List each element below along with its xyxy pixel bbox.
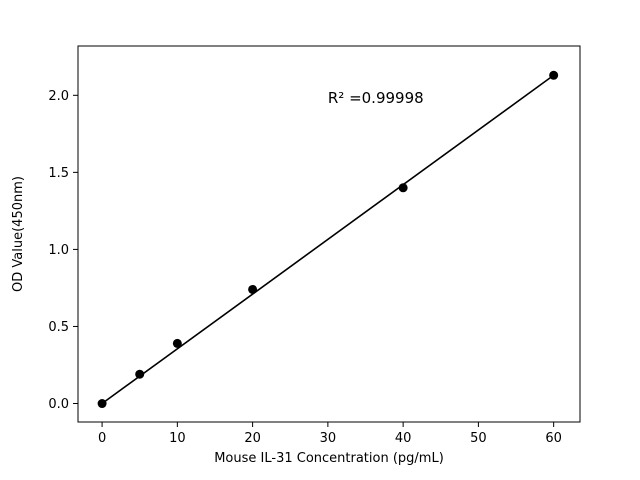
y-tick-label: 1.5 [48,166,69,181]
x-tick-label: 0 [98,431,106,446]
y-axis-ticks: 0.0 0.5 1.0 1.5 2.0 [48,89,78,412]
y-tick-label: 0.5 [48,320,69,335]
x-tick-label: 20 [244,431,261,446]
x-tick-label: 50 [470,431,487,446]
x-tick-label: 30 [320,431,337,446]
data-point [97,399,107,409]
data-point [549,70,559,80]
data-point [172,338,182,348]
x-axis-ticks: 0 10 20 30 40 50 60 [98,422,562,446]
y-tick-label: 1.0 [48,243,69,258]
plot-frame [77,45,581,423]
data-point [135,369,145,379]
x-tick-label: 10 [169,431,186,446]
x-axis-label: Mouse IL-31 Concentration (pg/mL) [214,451,444,466]
x-tick-label: 40 [395,431,412,446]
x-tick-label: 60 [545,431,562,446]
r-squared-annotation: R² =0.99998 [328,89,424,107]
data-points [97,70,559,409]
data-point [248,284,258,294]
trend-line [101,74,555,405]
y-tick-label: 0.0 [48,397,69,412]
data-point [398,183,408,193]
y-tick-label: 2.0 [48,89,69,104]
y-axis-label: OD Value(450nm) [11,176,26,292]
